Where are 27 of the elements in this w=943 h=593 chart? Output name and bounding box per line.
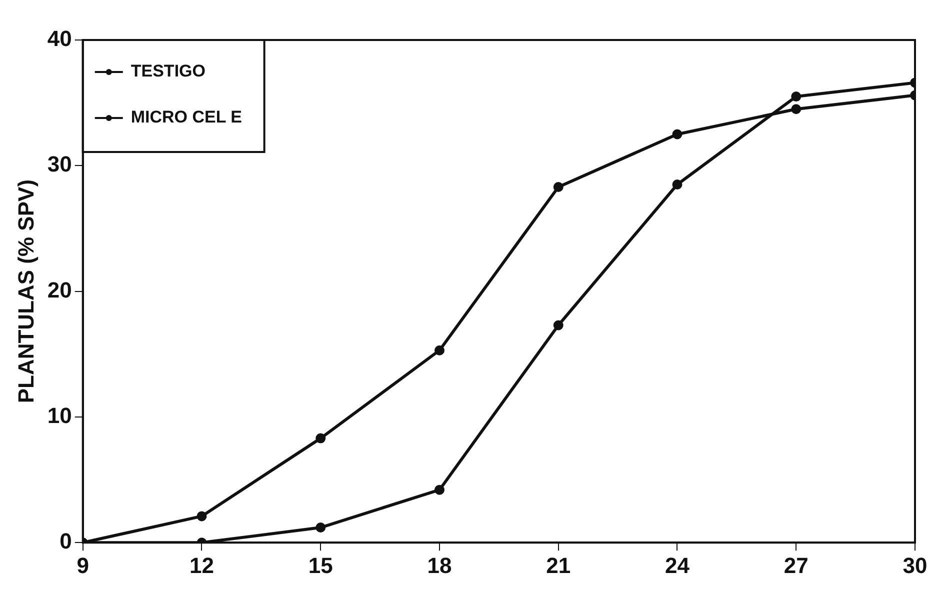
point xyxy=(791,104,802,114)
y-tick-label: 0 xyxy=(60,528,72,554)
x-tick-label: 18 xyxy=(427,552,452,578)
x-tick-label: 21 xyxy=(546,552,571,578)
x-tick-label: 27 xyxy=(784,552,808,578)
point xyxy=(434,484,444,495)
y-tick-label: 10 xyxy=(47,403,72,428)
legend-label: TESTIGO xyxy=(130,62,206,81)
point xyxy=(553,320,564,330)
point xyxy=(672,180,682,190)
x-tick-label: 30 xyxy=(902,552,928,578)
y-tick-label: 20 xyxy=(47,277,72,302)
x-tick-label: 12 xyxy=(190,552,214,578)
x-tick-label: 24 xyxy=(665,552,690,578)
point xyxy=(434,345,444,356)
y-tick-label: 30 xyxy=(47,152,72,177)
x-tick-label: 15 xyxy=(308,552,333,578)
point xyxy=(196,511,207,522)
point xyxy=(791,92,802,102)
y-axis-title: PLANTULAS (% SPV) xyxy=(13,179,38,404)
y-tick-label: 40 xyxy=(47,26,72,52)
point xyxy=(553,182,564,192)
point xyxy=(316,433,326,444)
legend-label: MICRO CEL E xyxy=(130,108,242,127)
point xyxy=(672,129,682,140)
x-tick-label: 9 xyxy=(76,552,89,578)
point xyxy=(316,522,326,533)
